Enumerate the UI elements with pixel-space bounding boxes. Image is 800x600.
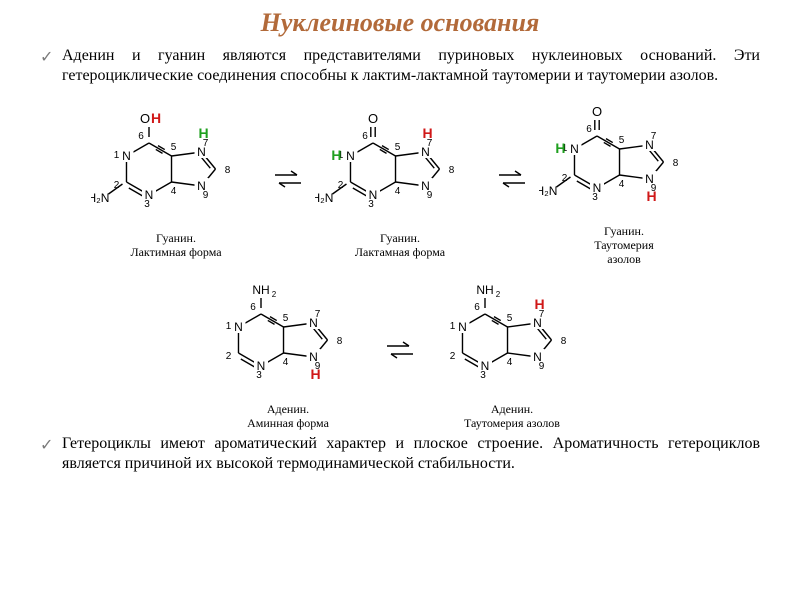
svg-text:H: H xyxy=(646,188,656,204)
mol-guanine-azole: NNNN123456789OH₂NHH Гуанин. Таутомерия а… xyxy=(539,92,709,266)
svg-text:H₂N: H₂N xyxy=(91,191,109,205)
caption-adenine-azole: Аденин. Таутомерия азолов xyxy=(464,402,560,430)
svg-text:1: 1 xyxy=(450,321,456,332)
svg-text:7: 7 xyxy=(651,131,657,142)
svg-text:H: H xyxy=(422,125,432,141)
svg-text:5: 5 xyxy=(283,313,289,324)
svg-text:4: 4 xyxy=(171,186,177,197)
svg-text:2: 2 xyxy=(226,351,232,362)
mol-adenine-amine: NNNN123456789NH2H Аденин. Аминная форма xyxy=(203,270,373,430)
svg-text:8: 8 xyxy=(449,165,455,176)
equilibrium-arrow xyxy=(271,167,305,191)
svg-text:4: 4 xyxy=(619,179,625,190)
caption-guanine-azole: Гуанин. Таутомерия азолов xyxy=(594,224,653,266)
svg-text:NH: NH xyxy=(476,283,493,297)
svg-text:9: 9 xyxy=(427,190,433,201)
page-title: Нуклеиновые основания xyxy=(40,8,760,38)
svg-text:H₂N: H₂N xyxy=(315,191,333,205)
bullet-1-text: Аденин и гуанин являются представителями… xyxy=(62,46,760,86)
svg-text:5: 5 xyxy=(395,142,401,153)
svg-text:9: 9 xyxy=(203,190,209,201)
svg-text:O: O xyxy=(368,111,378,126)
svg-text:5: 5 xyxy=(619,135,625,146)
svg-text:3: 3 xyxy=(144,199,150,210)
diagram-area: NNNN123456789OHH₂NH Гуанин. Лактимная фо… xyxy=(40,92,760,430)
svg-text:6: 6 xyxy=(474,302,480,313)
svg-text:3: 3 xyxy=(480,370,486,381)
guanine-row: NNNN123456789OHH₂NH Гуанин. Лактимная фо… xyxy=(91,92,709,266)
svg-text:N: N xyxy=(458,320,467,334)
mol-adenine-azole: NNNN123456789NH2H Аденин. Таутомерия азо… xyxy=(427,270,597,430)
svg-text:6: 6 xyxy=(138,131,144,142)
svg-text:1: 1 xyxy=(114,150,120,161)
svg-text:6: 6 xyxy=(250,302,256,313)
svg-text:2: 2 xyxy=(450,351,456,362)
svg-text:H: H xyxy=(310,366,320,382)
svg-text:O: O xyxy=(140,111,150,126)
bullet-2-mark: ✓ xyxy=(40,434,62,456)
svg-text:4: 4 xyxy=(395,186,401,197)
svg-text:N: N xyxy=(122,149,131,163)
caption-guanine-lactim: Гуанин. Лактимная форма xyxy=(130,231,221,259)
svg-text:7: 7 xyxy=(315,309,321,320)
svg-text:H: H xyxy=(555,140,565,156)
svg-text:8: 8 xyxy=(337,336,343,347)
svg-text:N: N xyxy=(346,149,355,163)
svg-text:4: 4 xyxy=(283,357,289,368)
svg-text:5: 5 xyxy=(171,142,177,153)
bullet-1-mark: ✓ xyxy=(40,46,62,68)
equilibrium-arrow xyxy=(495,167,529,191)
svg-text:N: N xyxy=(234,320,243,334)
svg-text:1: 1 xyxy=(226,321,232,332)
svg-text:8: 8 xyxy=(225,165,231,176)
adenine-row: NNNN123456789NH2H Аденин. Аминная форма … xyxy=(203,270,597,430)
equilibrium-arrow xyxy=(383,338,417,362)
svg-text:O: O xyxy=(592,104,602,119)
bullet-1-row: ✓ Аденин и гуанин являются представителя… xyxy=(40,46,760,86)
caption-adenine-amine: Аденин. Аминная форма xyxy=(247,402,329,430)
svg-text:H: H xyxy=(151,110,161,126)
bullet-2-text: Гетероциклы имеют ароматический характер… xyxy=(62,434,760,474)
svg-text:H: H xyxy=(198,125,208,141)
mol-guanine-lactim: NNNN123456789OHH₂NH Гуанин. Лактимная фо… xyxy=(91,99,261,259)
svg-text:2: 2 xyxy=(272,290,277,299)
mol-guanine-lactam: NNNN123456789OH₂NHH Гуанин. Лактамная фо… xyxy=(315,99,485,259)
svg-text:H₂N: H₂N xyxy=(539,184,557,198)
svg-text:6: 6 xyxy=(586,124,592,135)
svg-text:5: 5 xyxy=(507,313,513,324)
svg-text:8: 8 xyxy=(561,336,567,347)
svg-text:9: 9 xyxy=(539,361,545,372)
svg-text:8: 8 xyxy=(673,158,679,169)
svg-text:H: H xyxy=(534,296,544,312)
svg-text:4: 4 xyxy=(507,357,513,368)
svg-text:NH: NH xyxy=(252,283,269,297)
svg-text:2: 2 xyxy=(496,290,501,299)
svg-text:3: 3 xyxy=(592,192,598,203)
svg-text:H: H xyxy=(331,147,341,163)
bullet-2-row: ✓ Гетероциклы имеют ароматический характ… xyxy=(40,434,760,474)
svg-text:3: 3 xyxy=(256,370,262,381)
svg-text:3: 3 xyxy=(368,199,374,210)
caption-guanine-lactam: Гуанин. Лактамная форма xyxy=(355,231,445,259)
svg-text:6: 6 xyxy=(362,131,368,142)
svg-text:N: N xyxy=(570,142,579,156)
